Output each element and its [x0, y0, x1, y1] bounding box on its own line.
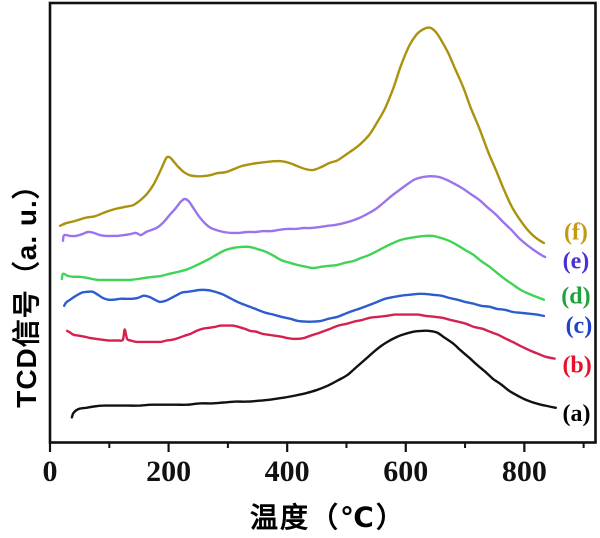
curve-label-d: (d): [561, 283, 590, 309]
x-tick-label: 400: [265, 455, 310, 488]
curve-d: [60, 234, 546, 301]
curve-label-a: (a): [563, 401, 591, 427]
curve-a: [70, 329, 557, 419]
x-tick-label: 800: [502, 455, 547, 488]
x-tick-label: 200: [146, 455, 191, 488]
x-tick-label: 0: [43, 455, 58, 488]
curve-label-e: (e): [563, 249, 590, 275]
curve-c: [63, 288, 546, 323]
curve-label-f: (f): [564, 220, 588, 246]
plot-frame: [48, 1, 597, 444]
x-axis-title: 温度（℃）: [250, 502, 406, 533]
curve-e: [61, 175, 547, 259]
curve-f: [58, 26, 546, 245]
curve-label-c: (c): [566, 313, 593, 339]
curve-label-b: (b): [562, 352, 591, 378]
y-axis-title: TCD信号（a. u.）: [11, 170, 42, 408]
curve-b: [66, 313, 556, 360]
x-tick-label: 600: [383, 455, 428, 488]
